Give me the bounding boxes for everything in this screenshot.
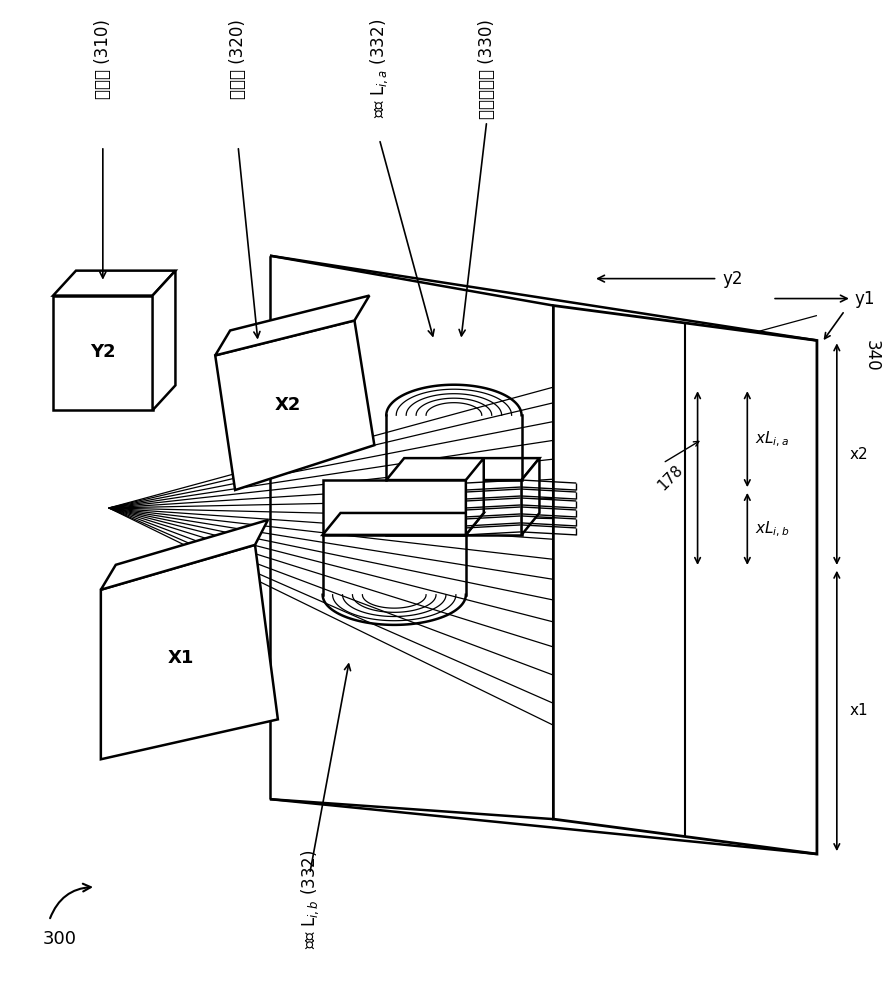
- Text: 上光阀 (310): 上光阀 (310): [94, 19, 112, 99]
- Text: 叶片 L$_{i,b}$ (332): 叶片 L$_{i,b}$ (332): [299, 849, 321, 949]
- Text: y2: y2: [722, 270, 743, 288]
- Polygon shape: [323, 480, 466, 535]
- Text: 叶片 L$_{i,a}$ (332): 叶片 L$_{i,a}$ (332): [369, 19, 390, 118]
- Polygon shape: [53, 271, 175, 296]
- Polygon shape: [101, 520, 268, 590]
- Text: X2: X2: [275, 396, 301, 414]
- Text: X1: X1: [167, 649, 194, 667]
- Polygon shape: [522, 458, 539, 535]
- Polygon shape: [101, 545, 278, 759]
- Polygon shape: [215, 320, 374, 490]
- Text: x1: x1: [850, 703, 868, 718]
- Text: y1: y1: [855, 290, 875, 308]
- Polygon shape: [386, 480, 522, 535]
- Polygon shape: [153, 271, 175, 410]
- FancyArrowPatch shape: [50, 884, 91, 918]
- Polygon shape: [323, 513, 484, 535]
- Text: x2: x2: [850, 447, 868, 462]
- Polygon shape: [53, 296, 153, 410]
- Text: 下光阀 (320): 下光阀 (320): [229, 19, 248, 99]
- Polygon shape: [386, 458, 539, 480]
- Polygon shape: [553, 306, 817, 854]
- Text: 178: 178: [655, 463, 686, 494]
- Text: 300: 300: [43, 930, 77, 948]
- Text: $xL_{i,a}$: $xL_{i,a}$: [755, 430, 789, 449]
- Text: 340: 340: [863, 340, 880, 371]
- Polygon shape: [466, 458, 484, 535]
- Polygon shape: [215, 296, 370, 355]
- Text: $xL_{i,b}$: $xL_{i,b}$: [755, 519, 790, 539]
- Text: 第三准直器 (330): 第三准直器 (330): [477, 19, 496, 119]
- Text: Y2: Y2: [90, 343, 116, 361]
